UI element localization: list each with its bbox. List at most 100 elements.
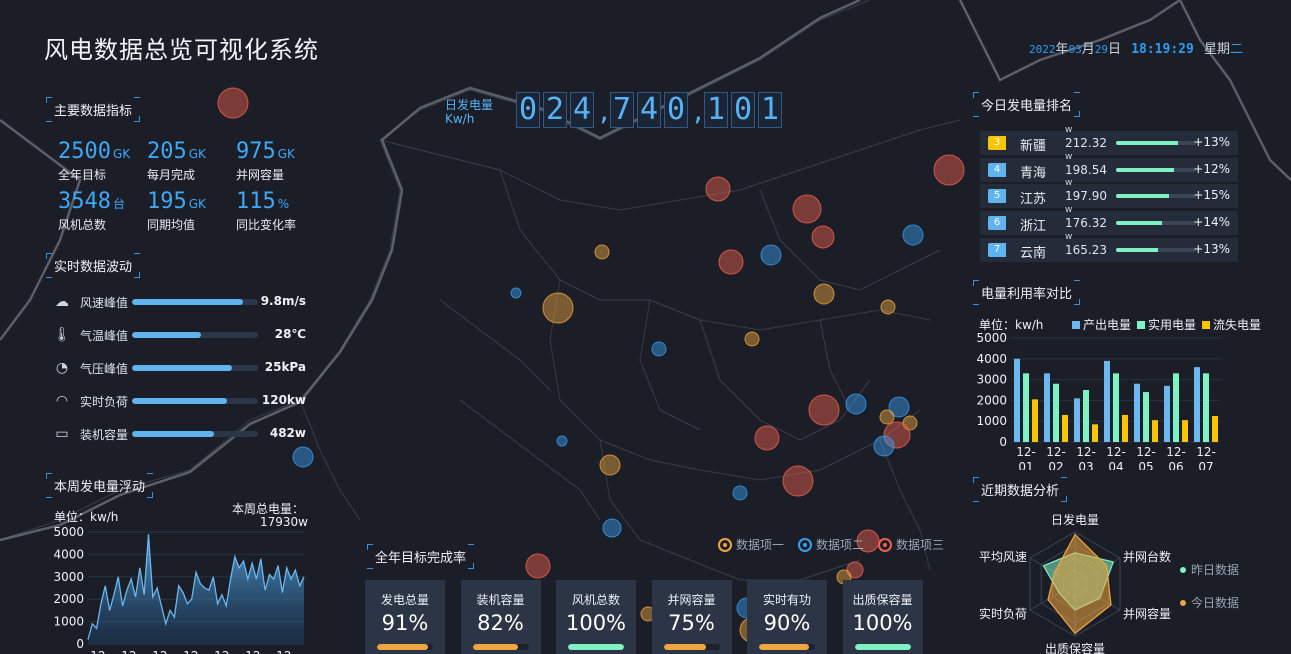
goal-card-label: 装机容量 [476,593,525,607]
y-tick-label: 0 [999,435,1007,449]
rank-bar [1116,221,1196,226]
realtime-row: 🌡 气温峰值 28℃ [52,325,306,345]
map-bubble [217,87,249,119]
kpi-value: 115 [236,189,276,214]
battery-icon: ▭ [55,426,69,442]
goal-card-bar [568,644,624,650]
rank-value: 212.32 [1065,136,1107,150]
month-label: 月 [1081,42,1095,57]
legend-swatch [1202,320,1211,329]
realtime-row: ▭ 装机容量 482w [52,424,306,444]
legend-marker-icon [878,537,893,552]
kpi-unit: 台 [112,197,125,211]
ranking-row: 4 青海 w 198.54 +12% [980,152,1238,182]
kpi-item: 2500 GK 全年目标 [58,140,148,183]
goal-card-value: 100% [565,611,627,635]
rank-bar-fill [1116,141,1179,145]
year-label: 年 [1055,42,1069,57]
y-tick-label: 5000 [53,525,84,539]
bar-used [1173,373,1179,442]
realtime-bar [132,332,258,338]
rank-region-name: 青海 [1020,165,1047,181]
rank-bar [1116,141,1196,145]
section-title-weekly: 本周发电量浮动 [45,472,154,499]
map-bubble [792,194,822,224]
bar-used [1113,373,1119,442]
realtime-value: 25kPa [264,360,306,374]
radar-indicator-label: 日发电量 [1051,512,1099,527]
rank-region-name: 云南 [1020,245,1047,261]
legend-swatch [1137,320,1146,329]
year-value: 2022 [1029,43,1056,56]
goal-card-bar-fill [663,644,706,650]
thermometer-icon: 🌡 [53,327,71,343]
map-bubble [542,292,574,324]
map-bubble [808,394,840,426]
section-title-recent: 近期数据分析 [972,476,1068,503]
bar-output [1194,367,1200,442]
map-bubble [705,176,731,202]
radar-legend-dot [1180,600,1186,606]
bar-lost [1092,424,1098,442]
weekly-line [87,534,305,640]
map-bubble [782,465,814,497]
bar-lost [1032,399,1038,442]
rank-value: 176.32 [1065,216,1107,231]
kpi-label: 同期均值 [147,218,196,232]
bar-used [1083,390,1089,442]
kpi-value: 2500 [58,139,111,164]
realtime-bar [132,398,258,404]
realtime-bar-fill [132,332,202,338]
legend-label: 实用电量 [1148,318,1197,332]
counter-separator: , [597,98,612,126]
bar-used [1023,373,1029,442]
kpi-unit: GK [188,147,206,161]
weekday-value: 二 [1229,42,1243,57]
utilization-legend: 产出电量 实用电量 流失电量 [1072,316,1261,333]
x-tick-label: 12- [214,649,234,654]
map-bubble [651,341,667,357]
radar-indicator-label: 并网容量 [1123,606,1171,621]
date-time-display: 2022年03月29日 18:19:29 星期二 [1029,38,1243,57]
goal-card-bar [854,644,911,650]
bar-used [1053,383,1059,442]
rank-badge: 3 [988,136,1006,150]
y-tick-label: 1000 [53,615,84,629]
map-bubble [813,283,835,305]
bar-lost [1212,416,1218,442]
kpi-label: 同比变化率 [236,218,297,232]
radar-indicator-label: 并网台数 [1123,549,1171,564]
map-bubble [880,299,896,315]
bar-output [1044,373,1050,442]
kpi-value: 205 [147,139,187,164]
rank-unit: w [1065,178,1073,189]
map-legend-label: 数据项三 [896,538,945,552]
kpi-value-line: 205 GK [147,140,237,164]
x-tick-label: 12- [1196,445,1216,459]
realtime-row: ◔ 气压峰值 25kPa [52,358,306,378]
legend-item: 实用电量 [1137,316,1196,333]
realtime-value: 120kw [261,393,306,407]
goal-card-value: 90% [763,611,811,635]
goal-card-label: 风机总数 [571,593,620,607]
map-bubble [732,485,748,501]
goal-card-label: 发电总量 [380,593,429,607]
section-title-utilization: 电量利用率对比 [972,279,1081,306]
y-tick-label: 2000 [53,592,84,606]
x-tick-label: 12- [1136,445,1156,459]
rank-change: +12% [1193,161,1230,176]
map-bubble [599,454,621,476]
rank-change: +14% [1193,215,1230,230]
y-tick-label: 5000 [976,331,1007,345]
rank-unit: w [1065,151,1073,162]
y-tick-label: 3000 [53,570,84,584]
map-bubble [879,409,895,425]
rank-badge: 7 [988,242,1006,257]
bar-output [1164,385,1170,442]
goal-card-bar-fill [759,644,810,650]
realtime-value: 482w [269,426,306,440]
section-title-main-indicators: 主要数据指标 [45,96,141,123]
y-tick-label: 2000 [976,393,1007,407]
